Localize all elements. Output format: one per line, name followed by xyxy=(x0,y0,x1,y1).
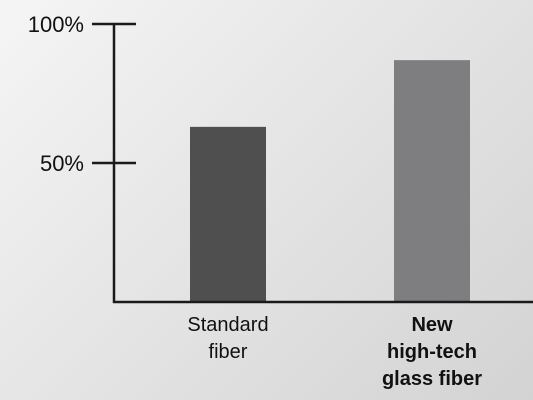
x-category-label-2-line-3: glass fiber xyxy=(382,368,482,390)
y-tick-label-1: 50% xyxy=(40,151,84,176)
bar-2 xyxy=(394,60,470,302)
x-category-label-1-line-1: Standard xyxy=(187,314,268,336)
x-category-label-1-line-2: fiber xyxy=(209,341,248,363)
y-tick-label-2: 100% xyxy=(28,12,84,37)
x-category-label-2-line-1: New xyxy=(411,314,453,336)
bars-group xyxy=(190,60,470,302)
bar-1 xyxy=(190,126,266,302)
x-category-label-2: New high-tech glass fiber xyxy=(382,314,482,390)
x-category-label-2-line-2: high-tech xyxy=(387,341,477,363)
y-ticks-group: 50% 100% xyxy=(28,12,136,176)
x-category-label-1: Standard fiber xyxy=(187,314,268,363)
category-labels-group: Standard fiber New high-tech glass fiber xyxy=(187,314,482,390)
